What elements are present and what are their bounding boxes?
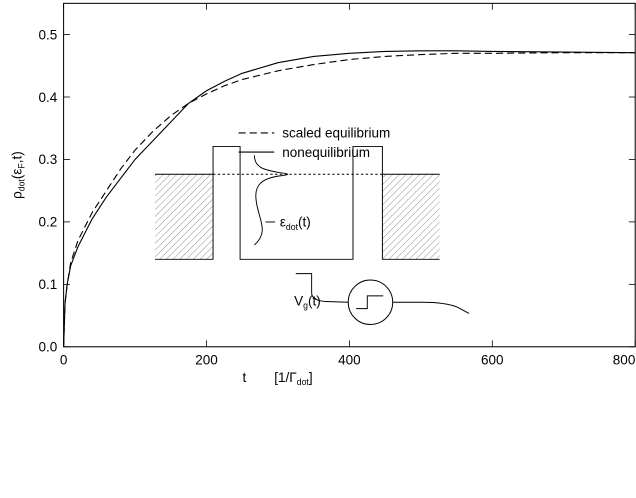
x-label-sub: dot: [297, 377, 310, 387]
level-label-end: (t): [298, 215, 311, 230]
y-label-sub: dot: [17, 179, 27, 192]
x-tick-label: 400: [338, 352, 361, 367]
gate-wire: [392, 301, 470, 314]
legend-label: nonequilibrium: [282, 145, 370, 160]
x-tick-label: 600: [481, 352, 504, 367]
legend-label: scaled equilibrium: [282, 126, 390, 141]
y-label-end: ,t): [9, 151, 24, 163]
level-label-main: ε: [280, 215, 286, 230]
step-symbol: [356, 295, 384, 310]
inset-diagram: [155, 145, 470, 326]
potential-profile: [155, 145, 440, 260]
level-density: [253, 155, 289, 246]
gate-label-end: (t): [308, 293, 321, 308]
x-tick-label: 800: [613, 352, 636, 367]
series-line: [63, 52, 636, 347]
x-axis-label: t [1/Γdot]: [242, 370, 312, 387]
x-label-end: ]: [309, 370, 313, 385]
level-label-sub: dot: [286, 222, 299, 232]
y-tick-label: 0.2: [38, 215, 57, 230]
level-label: εdot(t): [280, 215, 311, 232]
y-tick-label: 0.3: [38, 152, 57, 167]
x-label-unit: [1/Γ: [274, 370, 297, 385]
y-tick-label: 0.4: [38, 90, 57, 105]
y-axis-label: ρdot(εF,t): [9, 151, 26, 199]
y-tick-label: 0.5: [38, 27, 57, 42]
gate-label-sub: g: [303, 301, 308, 311]
y-tick-label: 0.1: [38, 277, 57, 292]
gate-label: Vg(t): [294, 293, 321, 310]
y-label-mid: (ε: [9, 169, 24, 180]
left-reservoir: [155, 174, 214, 260]
y-tick-label: 0.0: [38, 340, 57, 355]
right-reservoir: [382, 174, 440, 260]
gate-source: [347, 279, 394, 326]
x-tick-label: 200: [195, 352, 218, 367]
x-tick-label: 0: [60, 352, 68, 367]
y-label-sub: F: [17, 163, 27, 168]
gate-label-main: V: [294, 293, 303, 308]
gate-wire: [295, 273, 349, 303]
series-line: [63, 50, 636, 347]
x-label-var: t: [242, 370, 246, 385]
y-label-var: ρ: [9, 191, 24, 199]
